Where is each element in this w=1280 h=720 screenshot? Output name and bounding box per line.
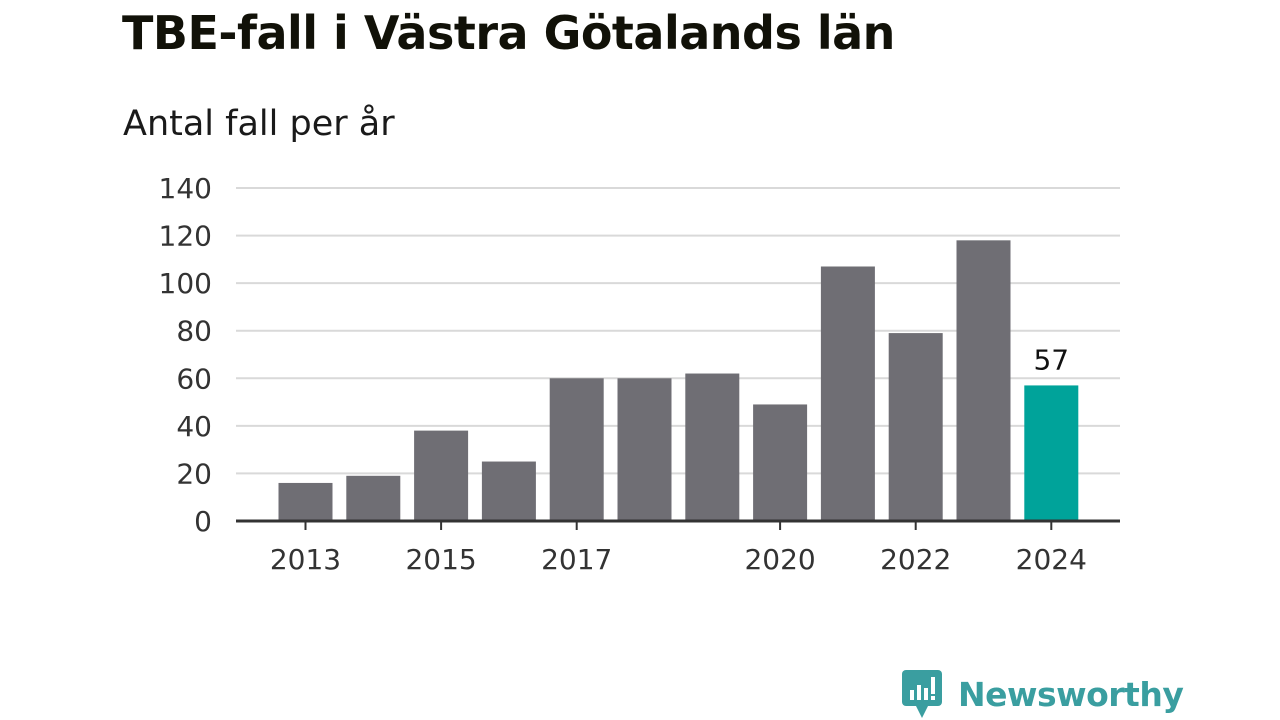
y-tick-label: 60 <box>176 362 212 395</box>
y-tick-label: 140 <box>159 172 212 205</box>
bar <box>753 404 808 521</box>
bar <box>956 240 1011 522</box>
chart-title: TBE-fall i Västra Götalands län <box>122 6 895 60</box>
bar <box>617 378 672 521</box>
newsworthy-logo-icon <box>902 670 942 718</box>
brand-name: Newsworthy <box>958 674 1184 714</box>
bar <box>549 378 604 521</box>
bar <box>346 475 401 521</box>
bar <box>685 373 740 521</box>
bar <box>820 266 875 521</box>
y-tick-label: 120 <box>159 220 212 253</box>
chart-subtitle: Antal fall per år <box>123 104 395 144</box>
x-tick-label: 2015 <box>405 543 476 576</box>
x-tick-label: 2022 <box>880 543 951 576</box>
brand-logo: Newsworthy <box>902 668 1184 720</box>
y-tick-label: 0 <box>194 505 212 538</box>
x-tick-label: 2017 <box>541 543 612 576</box>
y-tick-label: 80 <box>176 315 212 348</box>
data-label: 57 <box>1033 343 1069 376</box>
y-tick-label: 20 <box>176 457 212 490</box>
bar <box>1024 385 1079 521</box>
x-tick-label: 2020 <box>744 543 815 576</box>
bar <box>481 461 536 521</box>
x-tick-label: 2013 <box>270 543 341 576</box>
bar <box>414 430 469 521</box>
y-tick-label: 100 <box>159 267 212 300</box>
bar <box>278 482 333 521</box>
x-tick-label: 2024 <box>1016 543 1087 576</box>
bar <box>888 333 943 521</box>
y-tick-label: 40 <box>176 410 212 443</box>
